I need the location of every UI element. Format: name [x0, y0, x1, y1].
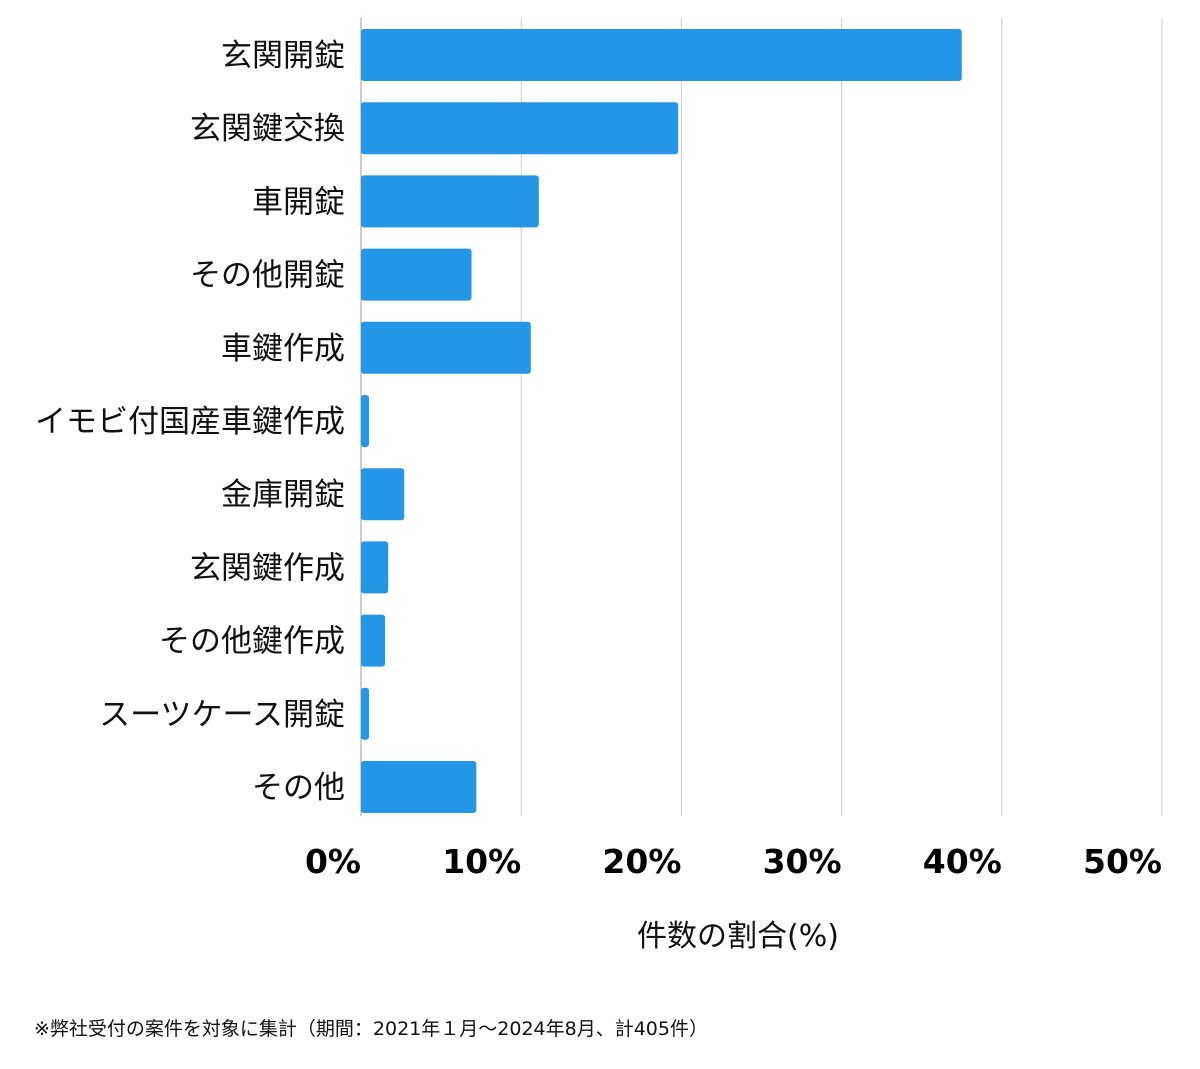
footnote: ※弊社受付の案件を対象に集計（期間：2021年１月〜2024年8月、計405件）: [34, 1018, 708, 1040]
x-tick-label: 10%: [442, 842, 521, 881]
category-label: イモビ付国産車鍵作成: [35, 404, 345, 440]
bar: [361, 321, 531, 374]
bar: [361, 248, 472, 301]
category-label: 玄関鍵交換: [190, 111, 345, 147]
category-label: 玄関鍵作成: [190, 550, 345, 586]
bar: [361, 395, 370, 447]
bar: [361, 29, 962, 81]
bar: [361, 687, 370, 740]
x-tick-label: 0%: [305, 842, 361, 881]
bar: [361, 614, 386, 667]
category-label: その他開錠: [190, 258, 345, 294]
x-axis-label: 件数の割合(%): [637, 919, 839, 954]
bar: [361, 761, 477, 813]
bar: [361, 175, 539, 228]
bar: [361, 102, 679, 155]
category-label: その他: [252, 770, 345, 806]
x-tick-label: 20%: [602, 842, 681, 881]
bars: [361, 29, 962, 813]
x-tick-label: 50%: [1083, 842, 1162, 881]
category-label: 玄関開錠: [221, 38, 345, 74]
category-label: 車鍵作成: [221, 331, 345, 367]
x-tick-label: 40%: [923, 842, 1002, 881]
category-label: スーツケース開錠: [99, 697, 345, 733]
category-label: 車開錠: [252, 184, 345, 220]
x-tick-label: 30%: [763, 842, 842, 881]
bar: [361, 468, 405, 521]
category-label: 金庫開錠: [221, 477, 345, 513]
bar-chart: 玄関開錠玄関鍵交換車開錠その他開錠車鍵作成イモビ付国産車鍵作成金庫開錠玄関鍵作成…: [35, 18, 1163, 954]
x-tick-labels: 0% 10% 20% 30% 40% 50%: [305, 842, 1162, 881]
category-label: その他鍵作成: [159, 624, 345, 660]
bar: [361, 541, 389, 594]
category-labels: 玄関開錠玄関鍵交換車開錠その他開錠車鍵作成イモビ付国産車鍵作成金庫開錠玄関鍵作成…: [35, 38, 345, 806]
